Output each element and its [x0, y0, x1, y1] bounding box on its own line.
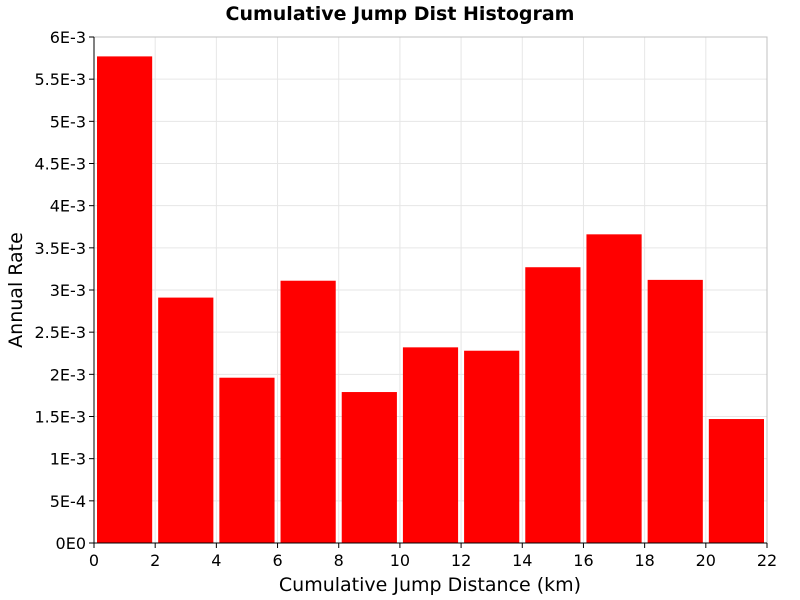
- histogram-bar: [464, 350, 520, 543]
- y-tick-label: 0E0: [56, 534, 86, 553]
- x-tick-label: 4: [211, 551, 221, 570]
- histogram-bar: [708, 419, 764, 543]
- x-tick-label: 2: [150, 551, 160, 570]
- y-tick-label: 3.5E-3: [34, 239, 86, 258]
- y-axis-label: Annual Rate: [5, 232, 27, 348]
- x-tick-label: 14: [512, 551, 532, 570]
- y-tick-label: 5E-4: [50, 492, 86, 511]
- y-tick-label: 6E-3: [50, 28, 86, 47]
- histogram-bar: [280, 280, 336, 543]
- x-tick-label: 12: [451, 551, 471, 570]
- y-tick-label: 2.5E-3: [34, 323, 86, 342]
- axes: [89, 36, 768, 548]
- x-axis-label: Cumulative Jump Distance (km): [279, 574, 581, 596]
- y-tick-label: 4E-3: [50, 197, 86, 216]
- y-tick-labels: 0E0 5E-4 1E-3 1.5E-3 2E-3 2.5E-3 3E-3 3.5E-3 4E-…: [34, 28, 86, 553]
- histogram-bar: [341, 392, 397, 543]
- y-tick-label: 4.5E-3: [34, 155, 86, 174]
- x-tick-labels: 0 2 4 6 8 10 12 14 16 18 20 22: [89, 551, 777, 570]
- y-tick-label: 2E-3: [50, 365, 86, 384]
- x-tick-label: 18: [634, 551, 654, 570]
- histogram-bar: [525, 267, 581, 543]
- y-tick-label: 3E-3: [50, 281, 86, 300]
- histogram-bar: [647, 279, 703, 543]
- bars: [97, 56, 764, 543]
- y-tick-label: 5.5E-3: [34, 70, 86, 89]
- x-tick-label: 8: [334, 551, 344, 570]
- histogram-bar: [586, 234, 642, 543]
- x-tick-label: 20: [696, 551, 716, 570]
- histogram-bar: [158, 297, 214, 543]
- x-tick-label: 22: [757, 551, 777, 570]
- x-tick-label: 10: [390, 551, 410, 570]
- x-tick-label: 6: [272, 551, 282, 570]
- y-tick-label: 1E-3: [50, 450, 86, 469]
- histogram-bar: [97, 56, 153, 543]
- x-tick-label: 16: [573, 551, 593, 570]
- histogram-bar: [219, 377, 275, 543]
- chart-title: Cumulative Jump Dist Histogram: [226, 3, 575, 25]
- y-tick-label: 1.5E-3: [34, 408, 86, 427]
- y-tick-label: 5E-3: [50, 112, 86, 131]
- histogram-bar: [402, 347, 459, 543]
- x-tick-label: 0: [89, 551, 99, 570]
